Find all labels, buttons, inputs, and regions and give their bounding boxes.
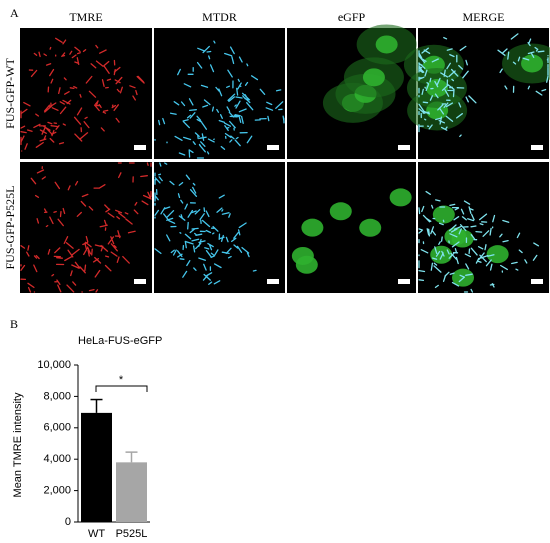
micrograph <box>418 162 549 293</box>
y-tick-label: 10,000 <box>37 359 71 371</box>
mitochondria <box>418 33 549 138</box>
micrograph <box>20 28 152 159</box>
nucleus <box>389 188 412 207</box>
scale-bar <box>531 279 543 284</box>
x-tick-label: WT <box>88 528 105 540</box>
nucleus <box>362 68 385 87</box>
y-tick-label: 0 <box>65 516 71 528</box>
y-tick-label: 6,000 <box>43 422 71 434</box>
nucleus <box>486 245 509 264</box>
scale-bar <box>267 145 279 150</box>
scale-bar <box>134 279 146 284</box>
column-label: MTDR <box>202 10 237 24</box>
nucleus <box>359 218 382 237</box>
scale-bar <box>531 145 543 150</box>
significance-bracket <box>95 385 148 392</box>
micrographs <box>20 24 550 293</box>
mitochondria <box>154 40 285 159</box>
scale-bar <box>398 279 410 284</box>
y-tick-label: 4,000 <box>43 453 71 465</box>
chart-title: HeLa-FUS-eGFP <box>78 335 162 347</box>
row-label: FUS-GFP-P525L <box>3 185 17 269</box>
panel-label: B <box>10 317 18 331</box>
nucleus <box>425 79 448 98</box>
significance-star: * <box>119 374 124 386</box>
mitochondria <box>20 37 145 152</box>
panel-label: A <box>10 6 19 20</box>
scale-bar <box>267 279 279 284</box>
micrograph <box>154 28 285 159</box>
column-label: MERGE <box>463 10 505 24</box>
mitochondria <box>418 190 540 293</box>
column-label: TMRE <box>69 10 102 24</box>
x-tick-label: P525L <box>116 528 148 540</box>
bar <box>116 462 147 522</box>
nucleus <box>521 54 544 73</box>
y-tick-label: 2,000 <box>43 485 71 497</box>
micrograph <box>20 162 152 293</box>
row-label: FUS-GFP-WT <box>3 57 17 128</box>
nucleus <box>301 218 324 237</box>
column-label: eGFP <box>338 10 366 24</box>
mitochondria <box>154 162 257 285</box>
nucleus <box>329 202 352 221</box>
scale-bar <box>398 145 410 150</box>
nucleus <box>291 246 314 265</box>
y-axis-label: Mean TMRE intensity <box>12 392 24 497</box>
micrograph <box>154 162 285 293</box>
bar-chart: HeLa-FUS-eGFP Mean TMRE intensity * 0 2,0… <box>12 335 162 540</box>
scale-bar <box>134 145 146 150</box>
nucleus <box>375 35 398 54</box>
y-tick-label: 8,000 <box>43 390 71 402</box>
nucleus <box>432 205 455 224</box>
bar <box>81 412 112 522</box>
mitochondria <box>20 162 152 293</box>
nucleus <box>430 245 453 264</box>
